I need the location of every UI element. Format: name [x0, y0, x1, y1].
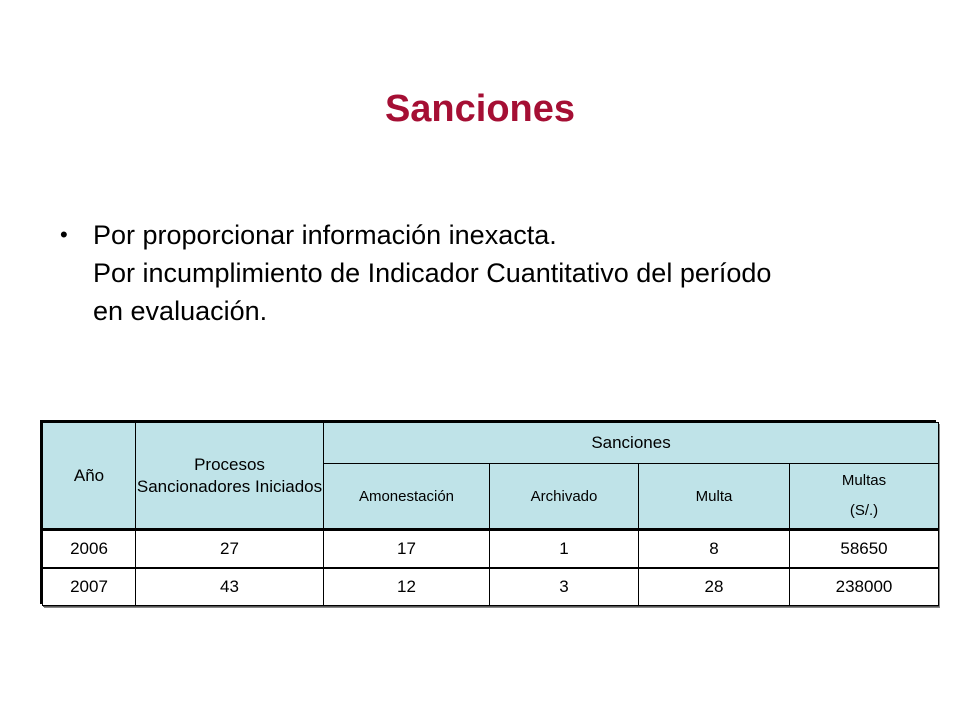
header-sanctions: Sanciones: [322, 422, 940, 464]
bullet-line-2: Por incumplimiento de Indicador Cuantita…: [93, 258, 772, 288]
cell-amonestacion: 17: [323, 528, 490, 569]
cell-multa: 28: [638, 567, 790, 606]
cell-processes: 43: [135, 567, 324, 606]
sanctions-table-container: Año Procesos Sancionadores Iniciados San…: [40, 420, 940, 606]
cell-amonestacion: 12: [323, 567, 490, 606]
sanctions-table: Año Procesos Sancionadores Iniciados San…: [42, 422, 940, 606]
bullet-line-3: en evaluación.: [93, 296, 268, 326]
table-row: 2007 43 12 3 28 238000: [42, 567, 940, 606]
header-multas-label: Multas: [841, 472, 887, 489]
table-row: 2006 27 17 1 8 58650: [42, 528, 940, 569]
bullet-item: Por proporcionar información inexacta. P…: [60, 216, 920, 330]
header-processes: Procesos Sancionadores Iniciados: [135, 422, 324, 530]
cell-archivado: 1: [489, 528, 639, 569]
cell-multas-amount: 58650: [788, 528, 940, 569]
header-multa: Multa: [638, 463, 790, 530]
cell-processes: 27: [135, 528, 324, 569]
cell-archivado: 3: [489, 567, 639, 606]
header-amonestacion: Amonestación: [323, 463, 490, 530]
cell-multas-amount: 238000: [788, 567, 940, 606]
bullet-list: Por proporcionar información inexacta. P…: [60, 216, 920, 330]
header-year: Año: [42, 422, 136, 530]
bullet-line-1: Por proporcionar información inexacta.: [93, 220, 557, 250]
cell-year: 2007: [42, 567, 136, 606]
cell-multa: 8: [638, 528, 790, 569]
slide-title: Sanciones: [384, 88, 576, 130]
header-multas-unit: (S/.): [849, 502, 879, 519]
header-multas: Multas (S/.): [788, 463, 940, 530]
header-archivado: Archivado: [489, 463, 639, 530]
cell-year: 2006: [42, 528, 136, 569]
